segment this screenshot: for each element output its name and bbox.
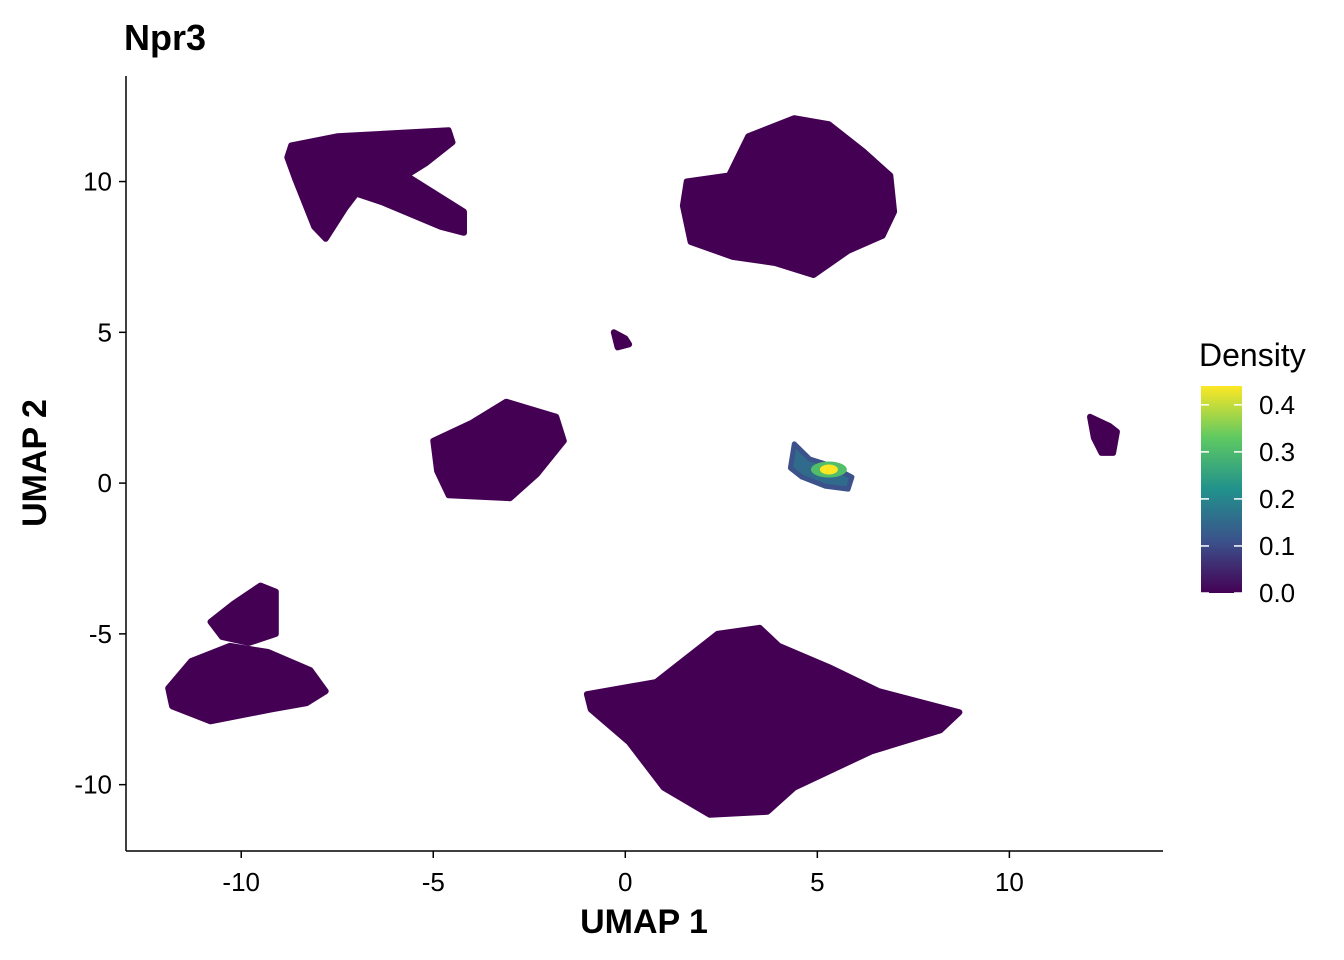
density-hotspot-peak (819, 464, 838, 475)
x-tick-label: 10 (995, 867, 1024, 897)
x-tick-label: 0 (618, 867, 632, 897)
cluster-center-left (430, 398, 567, 502)
cluster-right-small (1087, 413, 1120, 456)
y-tick-label: -10 (74, 770, 112, 800)
legend-tick-label: 0.2 (1259, 484, 1295, 514)
cluster-bottom-center (583, 624, 963, 818)
legend-colorbar (1201, 386, 1242, 593)
plot-area (165, 115, 1120, 818)
y-tick-label: 5 (98, 317, 112, 347)
legend-tick-label: 0.0 (1259, 578, 1295, 608)
cluster-bottom-left (165, 642, 329, 725)
legend-title: Density (1199, 337, 1306, 373)
legend-tick-label: 0.3 (1259, 437, 1295, 467)
legend-tick-label: 0.1 (1259, 531, 1295, 561)
cluster-bottom-left-top (207, 582, 279, 646)
y-tick-label: 10 (83, 167, 112, 197)
x-tick-label: -10 (222, 867, 260, 897)
chart-title: Npr3 (124, 17, 206, 58)
x-axis-ticks: -10 -5 0 5 10 (222, 851, 1024, 897)
y-axis-title: UMAP 2 (16, 399, 54, 527)
y-axis-ticks: -10 -5 0 5 10 (74, 167, 126, 800)
legend-tick-label: 0.4 (1259, 390, 1295, 420)
cluster-top-left-arrow (284, 127, 467, 242)
x-axis-title: UMAP 1 (580, 903, 708, 941)
cluster-small-center (610, 329, 633, 351)
y-tick-label: -5 (89, 619, 112, 649)
legend: Density 0.0 0.1 0.2 0.3 0.4 (1199, 337, 1306, 608)
cluster-top-right (679, 115, 898, 278)
legend-ticks: 0.0 0.1 0.2 0.3 0.4 (1201, 390, 1295, 608)
x-tick-label: -5 (422, 867, 445, 897)
y-tick-label: 0 (98, 468, 112, 498)
x-tick-label: 5 (810, 867, 824, 897)
